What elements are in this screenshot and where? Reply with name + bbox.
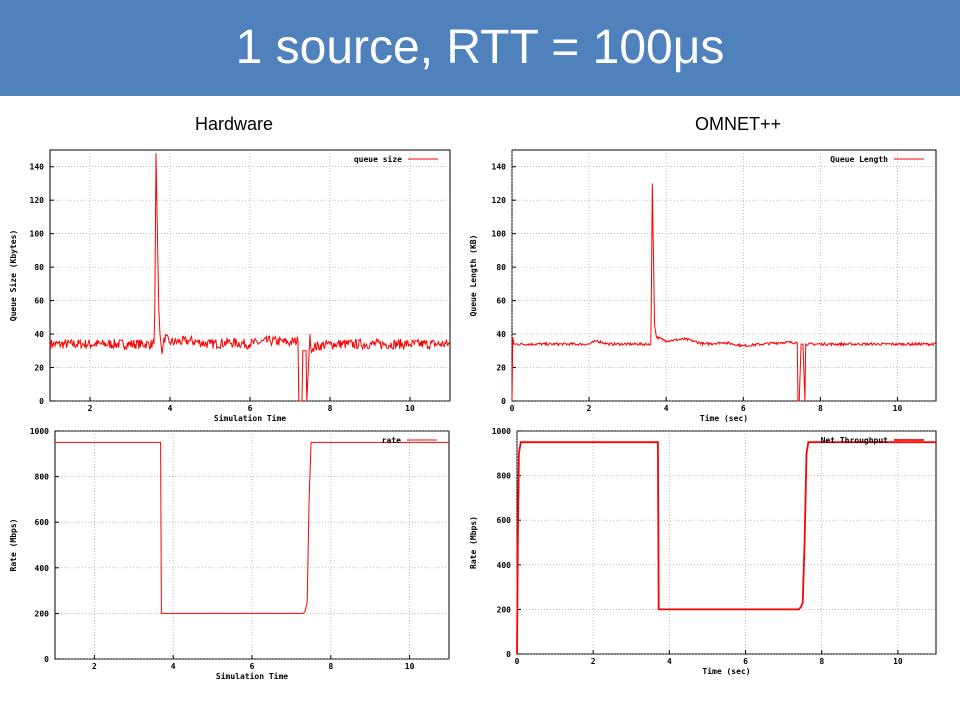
x-tick-label: 10 (893, 404, 903, 413)
y-tick-label: 800 (497, 472, 512, 481)
x-tick-label: 2 (92, 662, 97, 671)
y-tick-label: 120 (492, 196, 507, 205)
y-tick-label: 600 (497, 516, 512, 525)
x-tick-label: 4 (171, 662, 176, 671)
series-line (55, 441, 449, 614)
y-tick-label: 600 (35, 518, 50, 527)
x-tick-label: 10 (893, 657, 903, 666)
column-label-omnet: OMNET++ (694, 114, 782, 134)
y-axis-label: Queue Length (KB) (469, 235, 478, 317)
y-tick-label: 140 (30, 163, 45, 172)
title-bar (0, 0, 960, 96)
x-tick-label: 6 (248, 404, 253, 413)
legend-label: Net Throughput (821, 436, 889, 445)
x-tick-label: 6 (743, 657, 748, 666)
y-tick-label: 800 (35, 473, 50, 482)
y-tick-label: 40 (34, 330, 44, 339)
y-tick-label: 0 (39, 397, 44, 406)
x-axis-label: Time (sec) (700, 413, 748, 423)
series-line (516, 441, 936, 655)
y-tick-label: 120 (30, 196, 45, 205)
y-tick-label: 1000 (492, 427, 511, 436)
column-label-hardware: Hardware (194, 114, 274, 134)
legend-label: rate (382, 436, 401, 445)
x-tick-label: 8 (328, 662, 333, 671)
y-axis-label: Queue Size (Kbytes) (8, 230, 18, 322)
y-tick-label: 80 (496, 263, 506, 272)
y-tick-label: 20 (34, 364, 44, 373)
x-tick-label: 0 (510, 404, 515, 413)
x-tick-label: 4 (667, 657, 672, 666)
y-axis-label: Rate (Mbps) (469, 516, 478, 569)
y-tick-label: 40 (496, 330, 506, 339)
legend-label: queue size (354, 154, 402, 164)
y-tick-label: 20 (496, 364, 506, 373)
chart-omnet-queue: 0 20 40 60 80 100 120 140 0 2 4 6 8 10 Time (sec) Queue… (469, 149, 937, 423)
y-tick-label: 80 (34, 263, 44, 272)
series-line (49, 153, 451, 402)
x-tick-label: 2 (587, 404, 592, 413)
x-tick-label: 8 (328, 404, 333, 413)
x-axis-label: Simulation Time (216, 671, 288, 681)
legend-label: Queue Length (830, 155, 888, 164)
slide-title: 1 source, RTT = 100μs (235, 21, 725, 74)
x-tick-label: 10 (405, 662, 415, 671)
y-tick-label: 140 (492, 163, 507, 172)
series-line (511, 183, 937, 402)
x-tick-label: 8 (818, 404, 823, 413)
x-tick-label: 6 (250, 662, 255, 671)
x-tick-label: 8 (819, 657, 824, 666)
plot-frame (516, 430, 937, 655)
y-tick-label: 0 (506, 650, 511, 659)
y-tick-label: 200 (35, 609, 50, 618)
y-tick-label: 0 (501, 397, 506, 406)
x-axis-label: Time (sec) (702, 666, 750, 676)
x-tick-label: 4 (168, 404, 173, 413)
chart-hardware-rate: 0 200 400 600 800 1000 2 4 6 8 10 Simulation Time Ra… (9, 427, 450, 681)
y-axis-label: Rate (Mbps) (9, 519, 18, 572)
y-tick-label: 60 (34, 297, 44, 306)
y-tick-label: 200 (497, 605, 512, 614)
chart-hardware-queue: 0 20 40 60 80 100 120 140 2 4 6 8 10 Simulation Time Q… (8, 149, 451, 423)
chart-omnet-rate: 0 200 400 600 800 1000 0 2 4 6 8 10 Time (sec) Rate (… (469, 427, 937, 676)
plot-frame (511, 149, 937, 402)
plot-frame (49, 149, 451, 402)
x-tick-label: 4 (664, 404, 669, 413)
x-tick-label: 2 (88, 404, 93, 413)
y-tick-label: 0 (44, 655, 49, 664)
x-tick-label: 0 (515, 657, 520, 666)
y-tick-label: 400 (35, 564, 50, 573)
y-tick-label: 1000 (30, 427, 49, 436)
y-tick-label: 400 (497, 561, 512, 570)
x-tick-label: 6 (741, 404, 746, 413)
y-tick-label: 100 (492, 230, 507, 239)
x-axis-label: Simulation Time (214, 413, 286, 423)
y-tick-label: 60 (496, 297, 506, 306)
x-tick-label: 2 (591, 657, 596, 666)
y-tick-label: 100 (30, 230, 45, 239)
x-tick-label: 10 (405, 404, 415, 413)
